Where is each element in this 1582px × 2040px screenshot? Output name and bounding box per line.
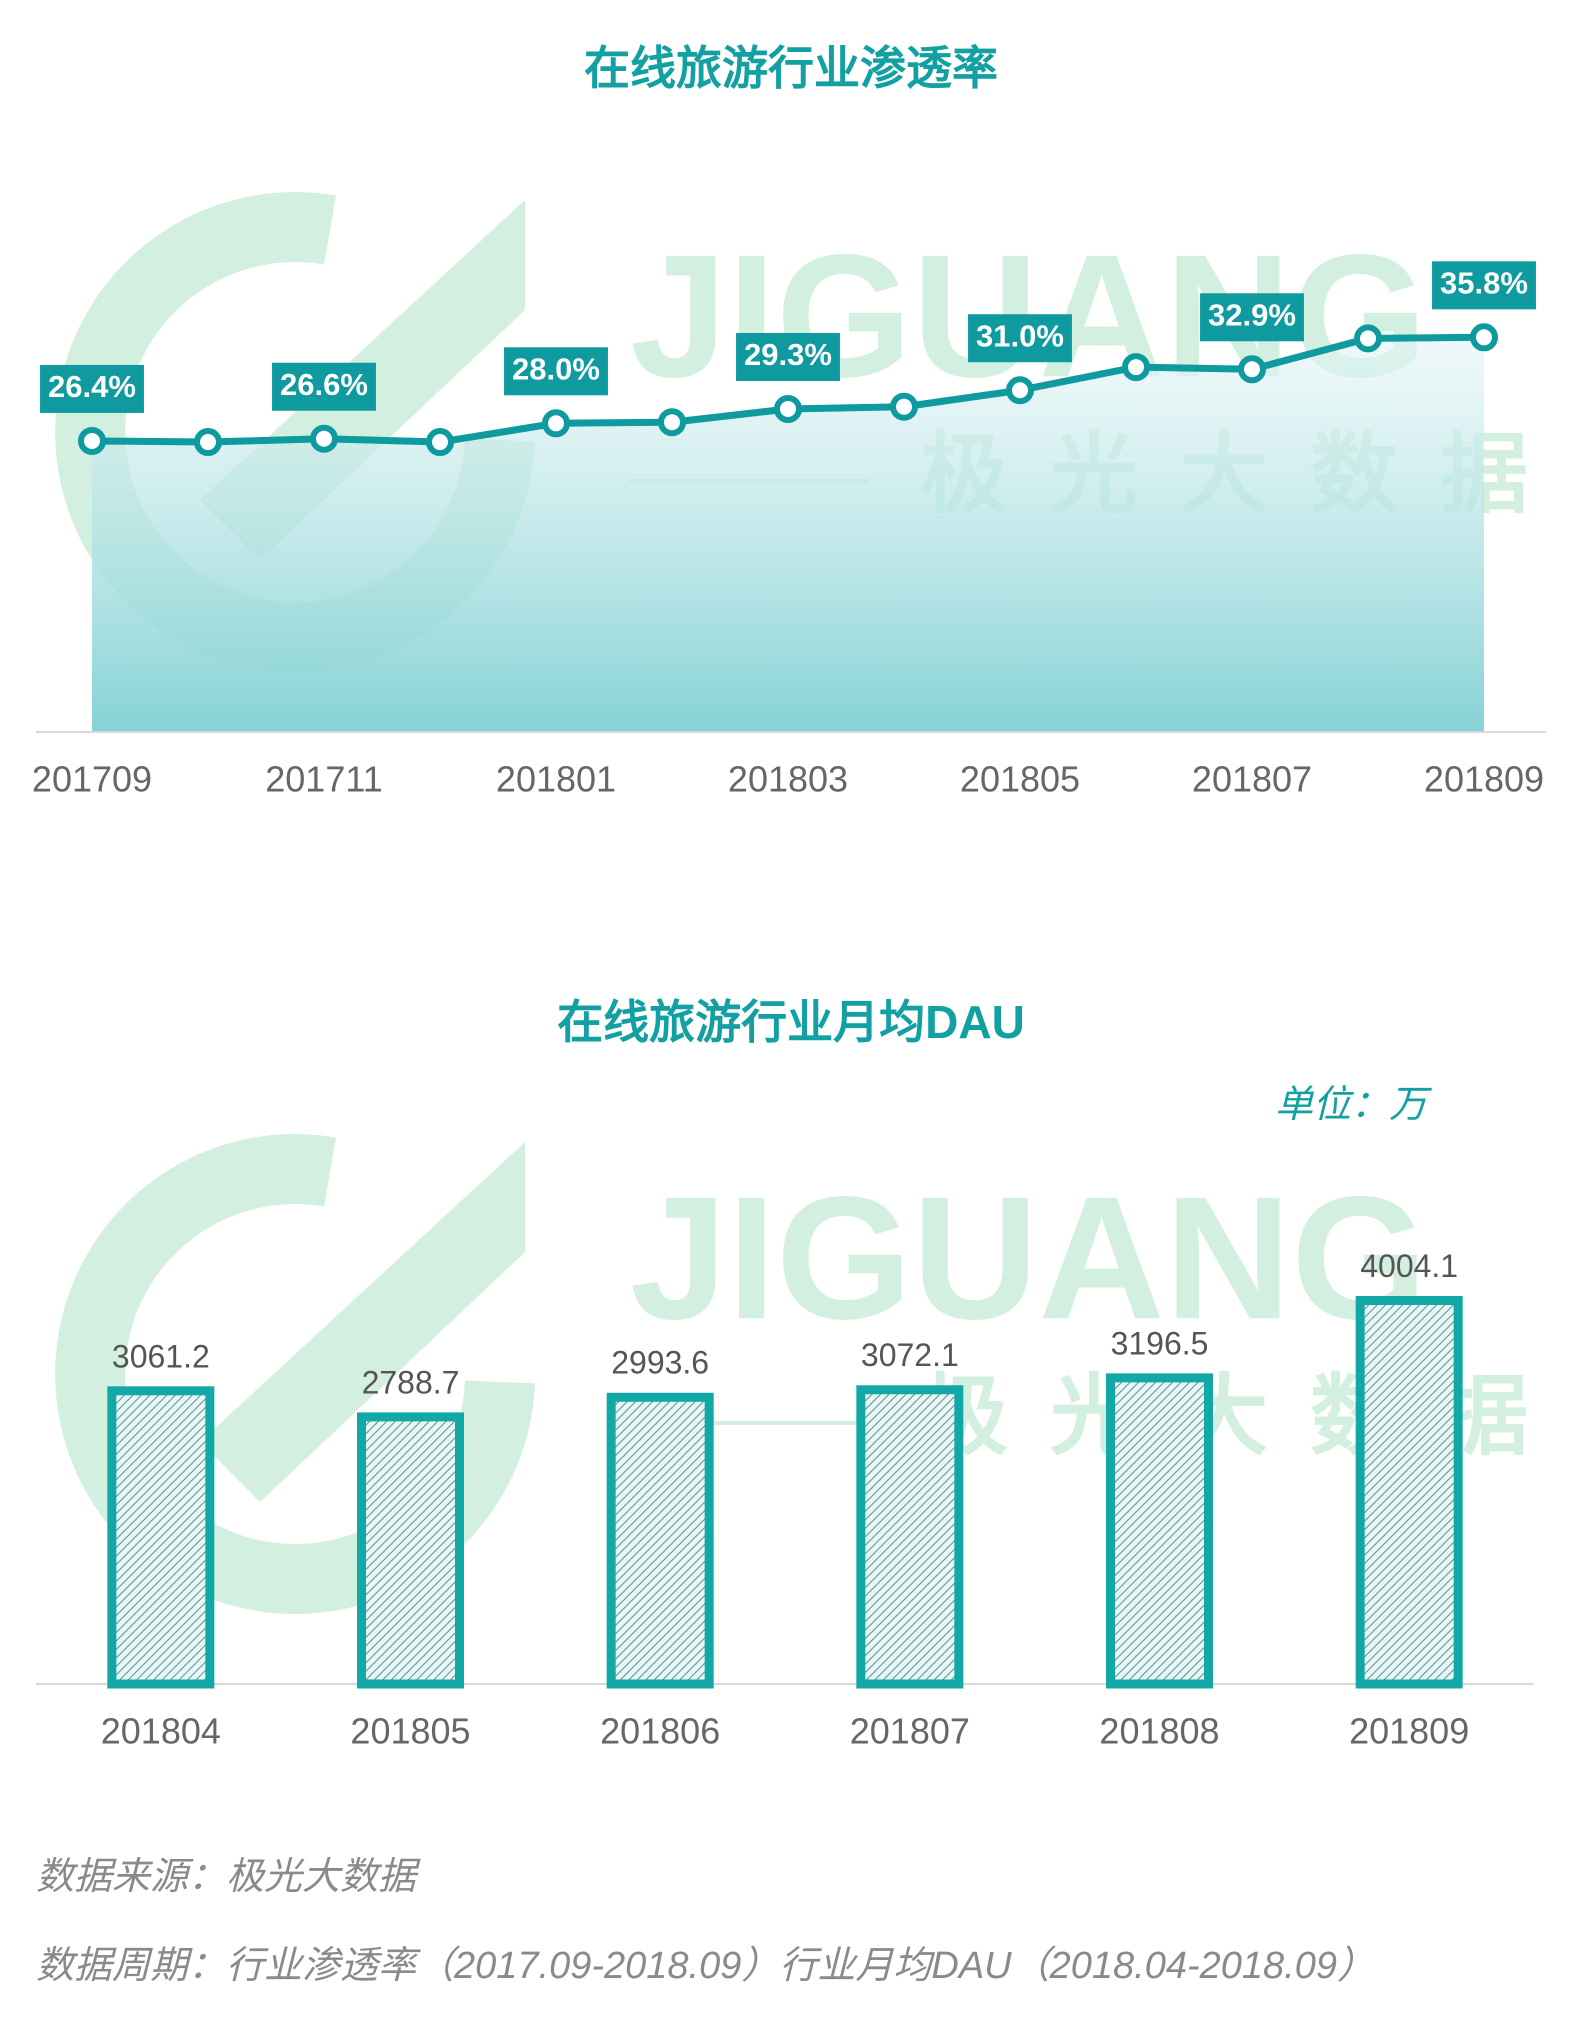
value-label: 3072.1: [861, 1337, 959, 1373]
bar: [606, 1392, 714, 1689]
value-label-box: [1432, 261, 1536, 310]
value-label: 32.9%: [1208, 297, 1296, 332]
chart-title: 在线旅游行业渗透率: [584, 42, 998, 94]
value-label-box: [968, 314, 1072, 363]
value-label: 26.4%: [48, 369, 136, 404]
point: [1238, 355, 1266, 384]
point: [774, 394, 802, 423]
value-label-box: [40, 364, 144, 413]
x-tick-label: 201809: [1349, 1711, 1469, 1752]
point: [542, 409, 570, 438]
x-tick-label: 201805: [960, 759, 1080, 800]
point: [658, 408, 686, 437]
bar: [357, 1412, 464, 1689]
unit-label: 单位：万: [1275, 1084, 1432, 1126]
point: [890, 392, 918, 421]
value-label: 3196.5: [1111, 1325, 1209, 1361]
line-chart: 在线旅游行业渗透率 201709 26.4% 201711 26.6% 201801 28.…: [32, 42, 1546, 800]
value-label: 3061.2: [112, 1338, 210, 1374]
value-label: 4004.1: [1360, 1248, 1458, 1284]
value-label: 31.0%: [976, 318, 1064, 353]
x-tick-label: 201807: [1192, 759, 1312, 800]
point: [1354, 324, 1382, 353]
value-label-box: [1200, 293, 1304, 342]
x-tick-label: 201803: [728, 759, 848, 800]
x-tick-label: 201804: [101, 1711, 221, 1752]
x-tick-label: 201806: [600, 1711, 720, 1752]
value-label-box: [736, 332, 840, 381]
watermark-name: 极光大数据: [920, 1366, 1570, 1465]
x-tick-label: 201801: [496, 759, 616, 800]
chart-title: 在线旅游行业月均DAU: [557, 996, 1025, 1048]
x-tick-label: 201809: [1424, 759, 1544, 800]
value-label: 29.3%: [744, 337, 832, 372]
value-label: 35.8%: [1440, 265, 1528, 300]
watermark-logo: [200, 1142, 525, 1502]
bar: [1355, 1295, 1463, 1689]
area-fill: [92, 337, 1484, 732]
point: [1122, 353, 1150, 382]
point: [310, 424, 338, 453]
bar: [107, 1386, 215, 1689]
footer-source: 数据来源：极光大数据: [36, 1856, 421, 1898]
x-tick-label: 201807: [850, 1711, 970, 1752]
x-tick-label: 201808: [1099, 1711, 1219, 1752]
value-label: 2993.6: [611, 1345, 709, 1381]
value-label-box: [272, 362, 376, 411]
bar: [1106, 1373, 1213, 1689]
bar: [856, 1385, 964, 1689]
value-label: 2788.7: [362, 1364, 460, 1400]
value-label: 28.0%: [512, 351, 600, 386]
point: [78, 426, 106, 455]
point: [194, 428, 222, 457]
point: [1470, 323, 1498, 352]
bar-chart: 在线旅游行业月均DAU 单位：万 3061.2 201804 2788.7 201805 2…: [36, 996, 1534, 1752]
value-label: 26.6%: [280, 367, 368, 402]
x-tick-label: 201711: [265, 759, 382, 800]
point: [1006, 376, 1034, 405]
x-tick-label: 201805: [350, 1711, 470, 1752]
point: [426, 428, 454, 457]
value-label-box: [504, 347, 608, 396]
x-tick-label: 201709: [32, 759, 152, 800]
footer-period: 数据周期：行业渗透率（2017.09-2018.09）行业月均DAU（2018.…: [36, 1945, 1375, 1987]
watermark-brand: JIGUANG: [630, 1161, 1427, 1356]
